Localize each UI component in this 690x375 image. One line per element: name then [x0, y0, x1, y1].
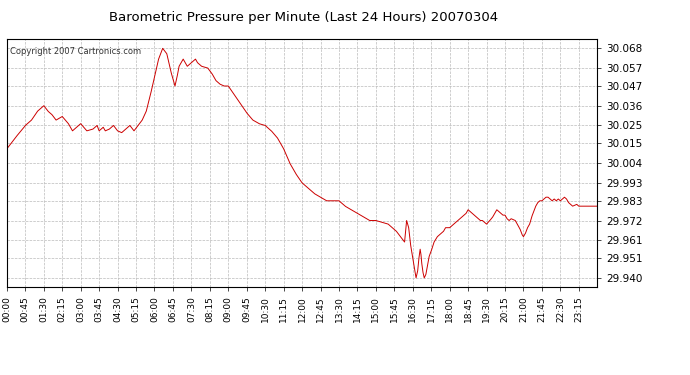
Text: Copyright 2007 Cartronics.com: Copyright 2007 Cartronics.com — [10, 47, 141, 56]
Text: Barometric Pressure per Minute (Last 24 Hours) 20070304: Barometric Pressure per Minute (Last 24 … — [109, 11, 498, 24]
